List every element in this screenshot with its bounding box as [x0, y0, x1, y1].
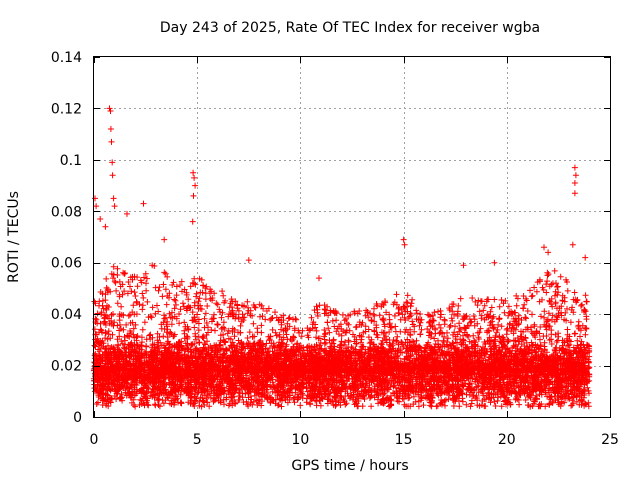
chart-title: Day 243 of 2025, Rate Of TEC Index for r… — [160, 20, 540, 36]
data-point — [574, 337, 581, 344]
data-points — [91, 105, 593, 410]
data-point — [207, 394, 214, 401]
data-point — [264, 390, 271, 396]
